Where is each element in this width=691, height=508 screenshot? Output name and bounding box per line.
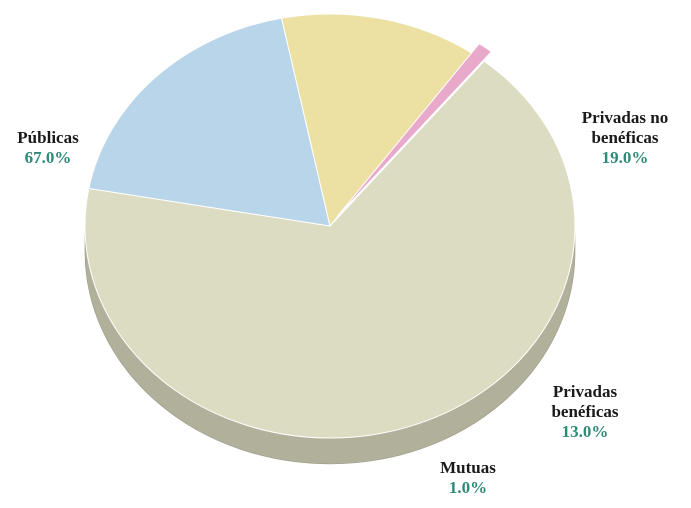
category-name: Privadas benéficas xyxy=(551,382,619,421)
category-name: Mutuas xyxy=(440,458,496,477)
value-label: 19.0% xyxy=(601,148,649,167)
value-label: 13.0% xyxy=(561,422,609,441)
slice xyxy=(88,17,331,227)
slice-label: Públicas 67.0% xyxy=(0,128,98,168)
slice xyxy=(336,42,493,217)
category-name: Privadas no benéficas xyxy=(581,108,669,147)
value-label: 67.0% xyxy=(24,148,72,167)
slice-label: Privadas no benéficas 19.0% xyxy=(570,108,680,168)
slice-label: Mutuas 1.0% xyxy=(423,458,513,498)
slice xyxy=(84,60,576,439)
value-label: 1.0% xyxy=(448,478,488,497)
slice-label: Privadas benéficas 13.0% xyxy=(530,382,640,442)
category-name: Públicas xyxy=(17,128,79,147)
slice xyxy=(280,13,473,228)
